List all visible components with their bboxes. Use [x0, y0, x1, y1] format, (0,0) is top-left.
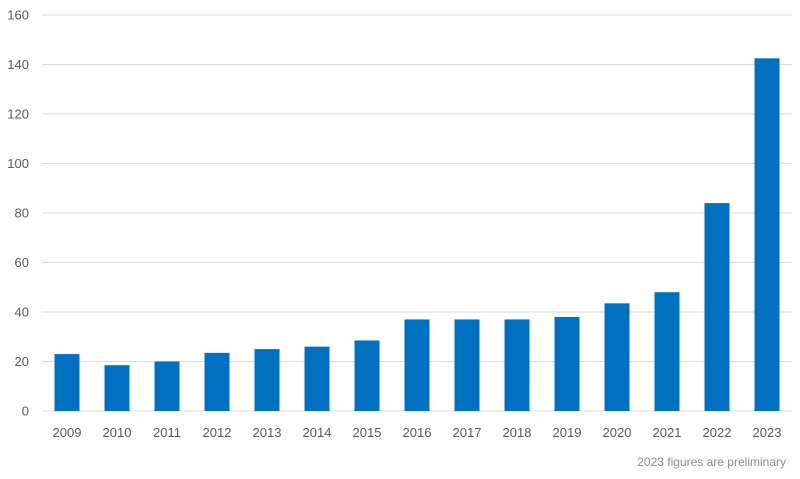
x-tick-label: 2013 [253, 425, 282, 440]
bar-2021 [654, 292, 680, 411]
x-tick-label: 2016 [403, 425, 432, 440]
bar-2022 [704, 203, 730, 411]
bar-2011 [154, 361, 180, 411]
y-tick-label: 140 [7, 57, 29, 72]
y-tick-label: 100 [7, 156, 29, 171]
x-axis: 2009 2010 2011 2012 2013 2014 2015 2016 2017 2018… [53, 425, 782, 440]
bar-2015 [354, 340, 380, 411]
x-tick-label: 2011 [153, 425, 181, 440]
y-tick-label: 120 [7, 107, 29, 122]
x-tick-label: 2009 [53, 425, 82, 440]
y-tick-label: 20 [15, 354, 29, 369]
bar-2010 [104, 365, 130, 411]
x-tick-label: 2010 [103, 425, 132, 440]
y-axis: 0 20 40 60 80 100 120 140 160 [7, 8, 29, 419]
y-tick-label: 0 [22, 404, 29, 419]
x-tick-label: 2017 [453, 425, 482, 440]
x-tick-label: 2021 [653, 425, 682, 440]
bar-2018 [504, 319, 530, 411]
y-tick-label: 80 [15, 206, 29, 221]
bar-2020 [604, 303, 630, 411]
x-tick-label: 2012 [203, 425, 232, 440]
bar-2013 [254, 349, 280, 411]
y-tick-label: 40 [15, 305, 29, 320]
bar-2019 [554, 316, 580, 411]
y-tick-label: 160 [7, 8, 29, 23]
y-tick-label: 60 [15, 255, 29, 270]
bars [54, 58, 780, 411]
x-tick-label: 2022 [703, 425, 732, 440]
bar-2012 [204, 352, 230, 411]
x-tick-label: 2023 [753, 425, 782, 440]
footnote: 2023 figures are preliminary [637, 455, 786, 469]
x-tick-label: 2015 [353, 425, 382, 440]
x-tick-label: 2014 [303, 425, 332, 440]
x-tick-label: 2018 [503, 425, 532, 440]
bar-2014 [304, 346, 330, 411]
bar-2023 [754, 58, 780, 411]
bar-2009 [54, 354, 80, 411]
bar-2017 [454, 319, 480, 411]
bar-2016 [404, 319, 430, 411]
x-tick-label: 2019 [553, 425, 582, 440]
x-tick-label: 2020 [603, 425, 632, 440]
